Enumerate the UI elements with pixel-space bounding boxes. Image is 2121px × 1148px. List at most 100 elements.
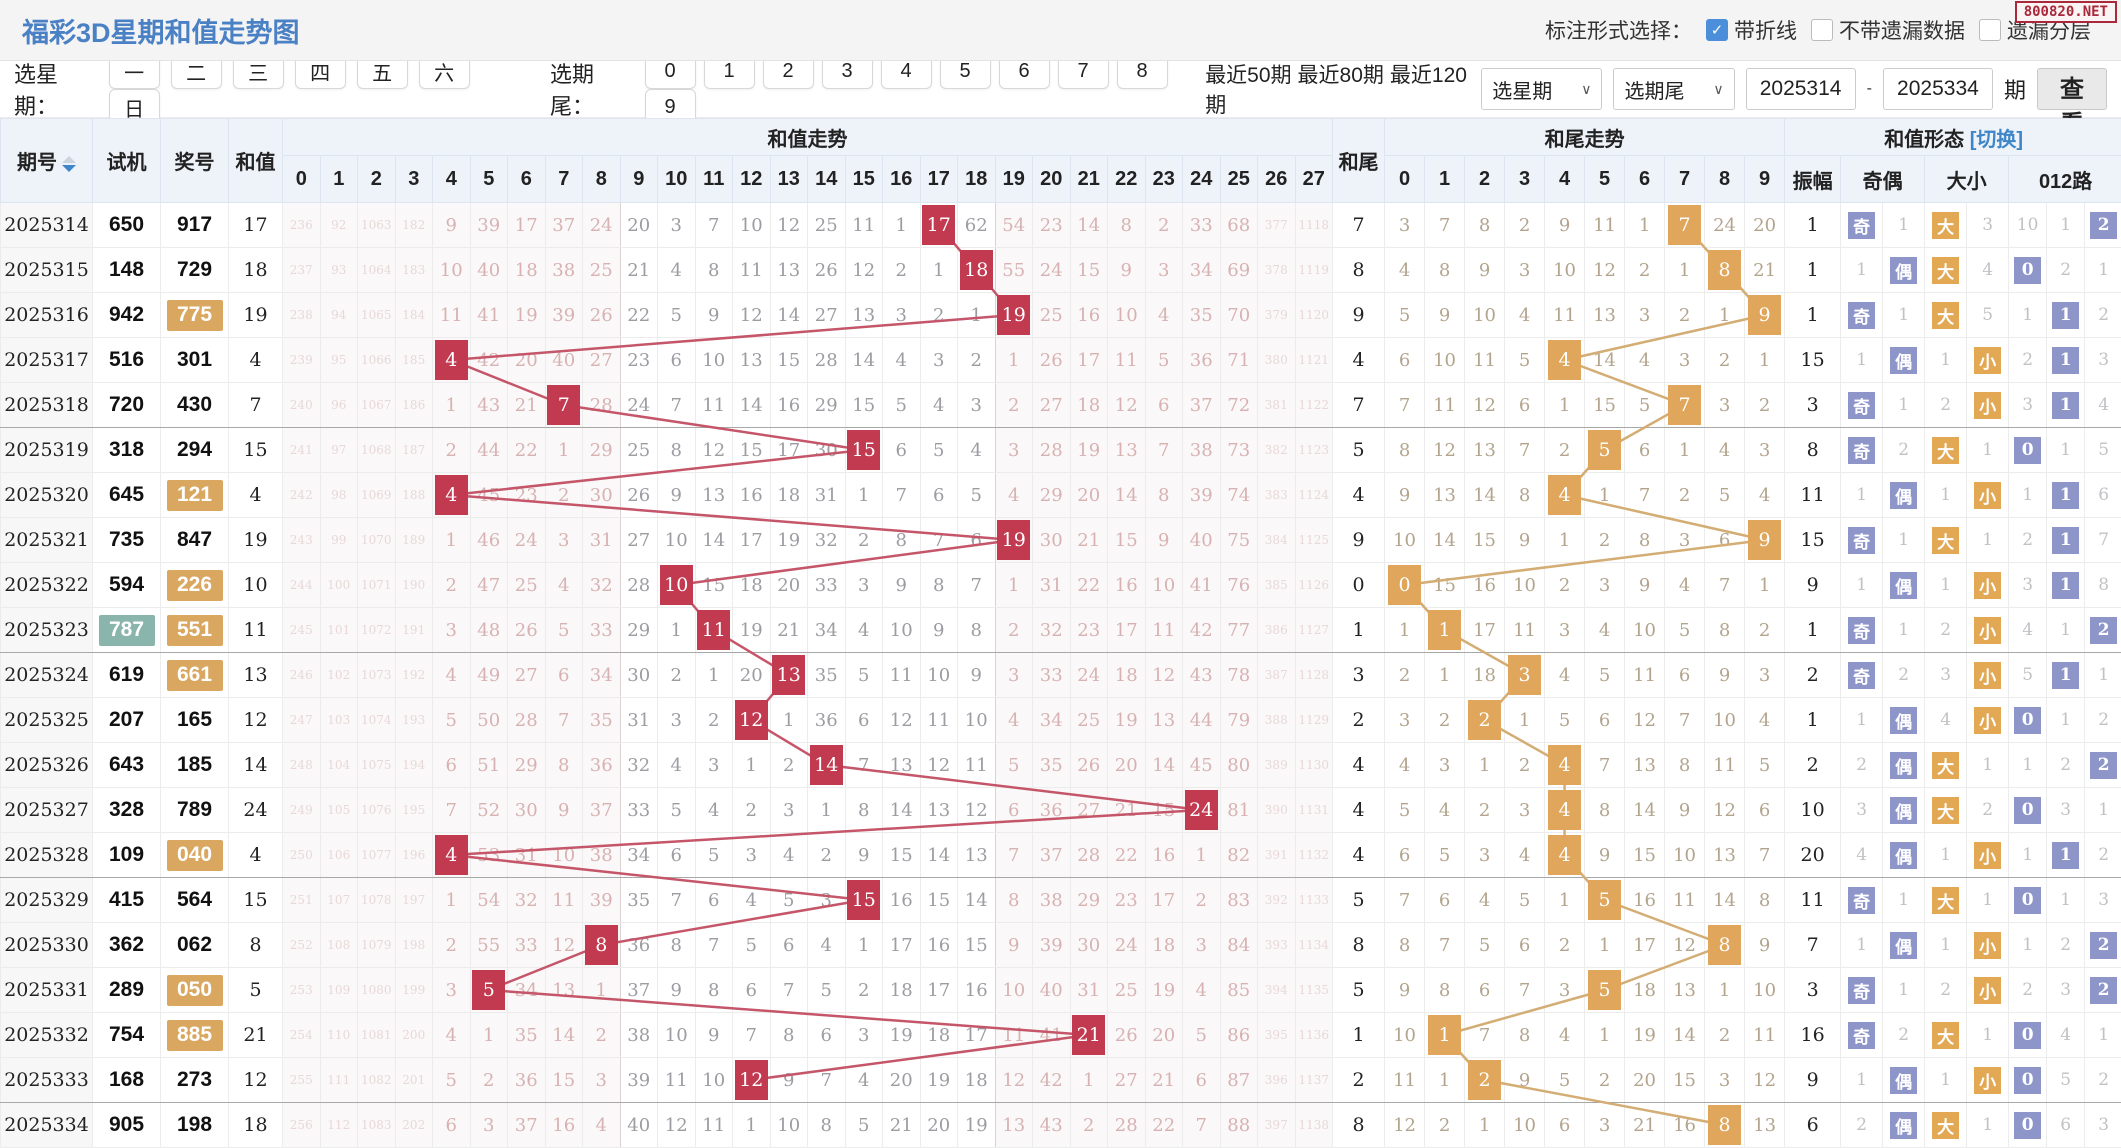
- grid-cell: 1: [1841, 338, 1883, 383]
- week-dropdown[interactable]: 选星期∨: [1481, 68, 1602, 110]
- tail-dropdown[interactable]: 选期尾∨: [1613, 68, 1734, 110]
- page-title: 福彩3D星期和值走势图: [22, 11, 300, 50]
- grid-cell: 2: [545, 473, 583, 518]
- grid-cell: 2: [845, 518, 883, 563]
- grid-cell: 偶: [1883, 473, 1925, 518]
- checkbox-icon[interactable]: [1979, 19, 2001, 41]
- grid-cell: 28: [620, 563, 658, 608]
- grid-cell: 9: [1585, 833, 1625, 878]
- hit-cell: 大: [1932, 437, 1959, 464]
- grid-cell: 1132: [1295, 833, 1333, 878]
- hit-cell: 小: [1974, 842, 2001, 869]
- grid-cell: 15: [1108, 518, 1146, 563]
- hit-cell: 1: [2052, 302, 2079, 329]
- amplitude-cell: 1: [1785, 248, 1841, 293]
- range-link[interactable]: 最近80期: [1298, 64, 1384, 87]
- hit-cell: 1: [2052, 347, 2079, 374]
- grid-cell: 偶: [1883, 698, 1925, 743]
- grid-cell: 19: [1625, 1013, 1665, 1058]
- grid-cell: 1: [1841, 923, 1883, 968]
- hit-cell: 3: [1508, 655, 1541, 695]
- shiji-cell: 735: [93, 518, 161, 563]
- grid-cell: 7: [1665, 383, 1705, 428]
- grid-cell: 1: [1585, 1013, 1625, 1058]
- grid-cell: 11: [545, 878, 583, 923]
- grid-cell: 8: [1385, 923, 1425, 968]
- grid-cell: 8: [1585, 788, 1625, 833]
- grid-cell: 1: [995, 338, 1033, 383]
- grid-cell: 1: [1925, 563, 1967, 608]
- prize-cell: 273: [161, 1058, 229, 1103]
- grid-cell: 3: [845, 1013, 883, 1058]
- grid-cell: 13: [733, 338, 771, 383]
- digit-select-label: 选期尾：: [550, 57, 634, 121]
- grid-cell: 3: [1585, 563, 1625, 608]
- grid-cell: 7: [1385, 383, 1425, 428]
- grid-cell: 76: [1220, 563, 1258, 608]
- tail-value-cell: 3: [1333, 653, 1385, 698]
- hit-cell: 小: [1974, 932, 2001, 959]
- sum-col-header: 12: [733, 156, 771, 203]
- grid-cell: 87: [1220, 1058, 1258, 1103]
- grid-cell: 1: [1925, 1058, 1967, 1103]
- grid-cell: 8: [695, 248, 733, 293]
- grid-cell: 4: [1183, 968, 1221, 1013]
- grid-cell: 小: [1967, 968, 2009, 1013]
- grid-cell: 30: [1033, 518, 1071, 563]
- grid-cell: 9: [1385, 968, 1425, 1013]
- grid-cell: 1: [1705, 968, 1745, 1013]
- grid-cell: 1137: [1295, 1058, 1333, 1103]
- grid-cell: 39: [470, 203, 508, 248]
- hit-cell: 大: [1932, 302, 1959, 329]
- grid-cell: 256: [283, 1103, 321, 1148]
- grid-cell: 28: [808, 338, 846, 383]
- grid-cell: 243: [283, 518, 321, 563]
- grid-cell: 253: [283, 968, 321, 1013]
- grid-cell: 1081: [358, 1013, 396, 1058]
- issue-to-input[interactable]: [1883, 68, 1993, 110]
- grid-cell: 8: [1705, 248, 1745, 293]
- col-header-issue[interactable]: 期号: [1, 119, 93, 203]
- hit-cell: 小: [1974, 392, 2001, 419]
- grid-cell: 3: [958, 383, 996, 428]
- option-no-miss-data[interactable]: 不带遗漏数据: [1811, 15, 1965, 45]
- grid-cell: 9: [920, 608, 958, 653]
- grid-cell: 18: [1465, 653, 1505, 698]
- range-link[interactable]: 最近50期: [1205, 64, 1291, 87]
- grid-cell: 大: [1925, 1013, 1967, 1058]
- amplitude-cell: 20: [1785, 833, 1841, 878]
- grid-cell: 大: [1925, 788, 1967, 833]
- issue-cell: 2025330: [1, 923, 93, 968]
- hit-cell: 4: [435, 475, 468, 515]
- checkbox-checked-icon[interactable]: ✓: [1706, 19, 1728, 41]
- grid-cell: 4: [1505, 833, 1545, 878]
- grid-cell: 10: [1145, 563, 1183, 608]
- grid-cell: 4: [920, 383, 958, 428]
- search-button[interactable]: 查看: [2037, 68, 2107, 110]
- grid-cell: 25: [620, 428, 658, 473]
- grid-cell: 1: [1925, 338, 1967, 383]
- grid-cell: 17: [1070, 338, 1108, 383]
- grid-cell: 29: [808, 383, 846, 428]
- checkbox-icon[interactable]: [1811, 19, 1833, 41]
- sum-col-header: 7: [545, 156, 583, 203]
- sort-icon[interactable]: [62, 156, 76, 172]
- hit-cell: 0: [2014, 1112, 2041, 1139]
- grid-cell: 19: [883, 1013, 921, 1058]
- grid-cell: 4: [1385, 743, 1425, 788]
- grid-cell: 小: [1967, 383, 2009, 428]
- option-with-line[interactable]: ✓ 带折线: [1706, 15, 1797, 45]
- hit-cell: 偶: [1890, 932, 1917, 959]
- grid-cell: 17: [508, 203, 546, 248]
- hit-cell: 奇: [1848, 527, 1875, 554]
- sum-col-header: 4: [433, 156, 471, 203]
- grid-cell: 20: [1070, 473, 1108, 518]
- grid-cell: 2: [2085, 293, 2121, 338]
- grid-cell: 1: [433, 518, 471, 563]
- grid-cell: 2: [883, 248, 921, 293]
- tail-value-cell: 5: [1333, 968, 1385, 1013]
- issue-from-input[interactable]: [1746, 68, 1856, 110]
- grid-cell: 6: [808, 1013, 846, 1058]
- form-switch-link[interactable]: [切换]: [1970, 129, 2023, 151]
- hit-cell: 偶: [1890, 797, 1917, 824]
